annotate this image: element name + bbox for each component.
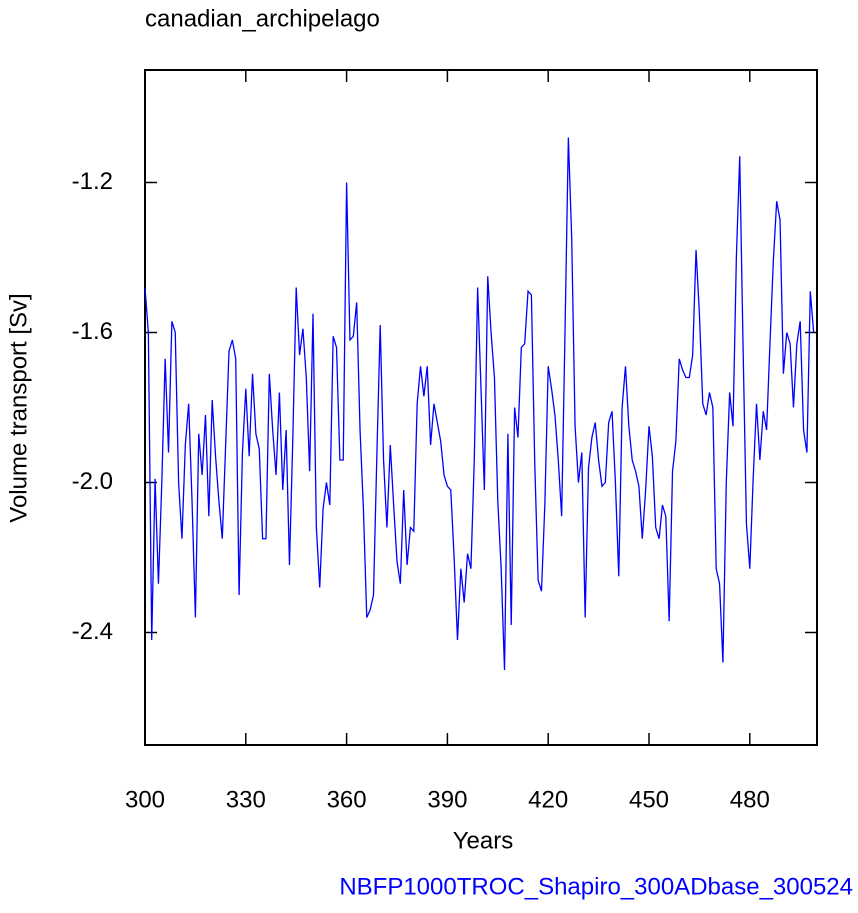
x-tick-label: 300 (125, 786, 165, 813)
y-tick-label: -1.2 (72, 168, 113, 195)
plot-frame (144, 69, 818, 746)
annotation: NBFP1000TROC_Shapiro_300ADbase_300524 (339, 873, 853, 900)
x-tick-label: 330 (226, 786, 266, 813)
x-tick-label: 390 (427, 786, 467, 813)
x-tick-label: 420 (528, 786, 568, 813)
x-tick-label: 360 (327, 786, 367, 813)
data-line (144, 137, 815, 671)
x-axis-label: Years (453, 827, 514, 854)
x-tick-label: 480 (730, 786, 770, 813)
x-tick-label: 450 (629, 786, 669, 813)
y-tick-label: -2.4 (72, 618, 113, 645)
y-axis-label: Volume transport [Sv] (5, 293, 32, 522)
chart-title: canadian_archipelago (145, 5, 380, 32)
y-tick-label: -1.6 (72, 318, 113, 345)
y-tick-label: -2.0 (72, 468, 113, 495)
